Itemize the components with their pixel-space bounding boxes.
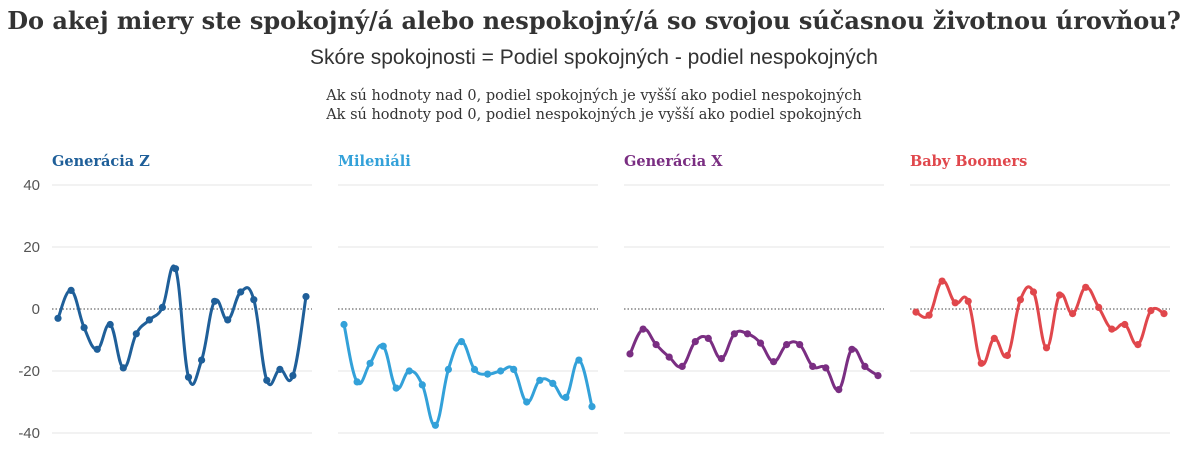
data-point [80,324,88,332]
data-point [132,330,140,338]
data-point [211,297,219,305]
note-above-zero: Ak sú hodnoty nad 0, podiel spokojných j… [326,88,862,104]
data-point [392,384,400,392]
data-point [1042,344,1051,352]
data-point [523,398,531,406]
data-point [1056,291,1064,299]
data-point [1134,341,1142,349]
data-point [861,362,869,370]
data-point [704,334,712,342]
data-point [484,370,492,378]
data-point [237,288,245,296]
data-point [289,372,297,380]
data-point [809,362,817,370]
data-point [302,293,310,301]
data-point [145,316,153,324]
data-point [198,356,206,364]
data-point [340,320,348,329]
data-point [1160,310,1168,318]
data-point [756,339,765,347]
y-tick-label: 40 [23,177,40,194]
data-point [652,341,660,349]
data-point [510,365,518,373]
data-point [1147,307,1155,315]
data-point [665,353,673,361]
data-point [575,356,583,364]
data-point [822,364,830,372]
data-point [678,362,686,370]
data-point [106,320,114,329]
y-tick-label: 20 [23,239,40,256]
data-point [418,381,426,389]
data-point [250,296,258,304]
data-point [119,364,127,372]
data-point [1095,303,1103,311]
data-point [549,379,557,387]
data-point [1082,283,1090,291]
data-point [848,345,856,353]
data-point [366,359,374,367]
data-point [835,386,843,394]
data-point [431,421,439,429]
data-point [796,341,804,349]
y-tick-label: -40 [18,425,40,442]
data-point [379,342,387,350]
data-point [1003,351,1012,360]
data-point [874,372,882,380]
panel-title: Baby Boomers [910,153,1027,170]
panel-title: Mileniáli [338,153,411,170]
data-point [626,350,634,358]
data-point [691,338,699,346]
data-point [1108,325,1116,333]
data-point [497,367,505,375]
y-tick-label: -20 [18,363,40,380]
data-point [444,365,452,373]
data-point [938,277,946,285]
data-point [783,341,791,349]
data-point [951,299,959,307]
data-point [263,376,271,384]
data-point [770,358,778,366]
data-point [990,334,998,342]
data-point [93,345,101,353]
chart-title: Do akej miery ste spokojný/á alebo nespo… [7,6,1181,35]
y-tick-label: 0 [32,301,40,318]
data-point [562,393,570,401]
data-point [717,355,726,363]
data-point [224,316,232,324]
note-below-zero: Ak sú hodnoty pod 0, podiel nespokojných… [326,107,862,123]
data-point [964,297,972,305]
data-point [171,265,180,273]
chart-subtitle: Skóre spokojnosti = Podiel spokojných - … [310,46,878,69]
data-point [470,365,479,373]
data-point [536,376,544,384]
data-point [67,286,75,294]
data-point [639,325,647,333]
data-point [743,330,752,338]
data-point [588,403,596,411]
panel-title: Generácia X [624,153,723,170]
data-point [158,303,166,311]
data-point [1121,320,1129,329]
data-point [405,367,413,375]
data-point [54,314,62,322]
data-point [184,373,193,381]
data-point [977,359,985,367]
data-point [276,365,284,373]
series-line [56,264,308,387]
panel-title: Generácia Z [52,153,150,170]
data-point [1069,310,1077,318]
data-point [912,308,920,316]
data-point [353,378,361,386]
data-point [1029,288,1038,296]
data-point [1016,296,1024,304]
series-line [342,323,594,427]
data-point [925,311,933,319]
data-point [730,330,739,338]
data-point [457,338,466,346]
